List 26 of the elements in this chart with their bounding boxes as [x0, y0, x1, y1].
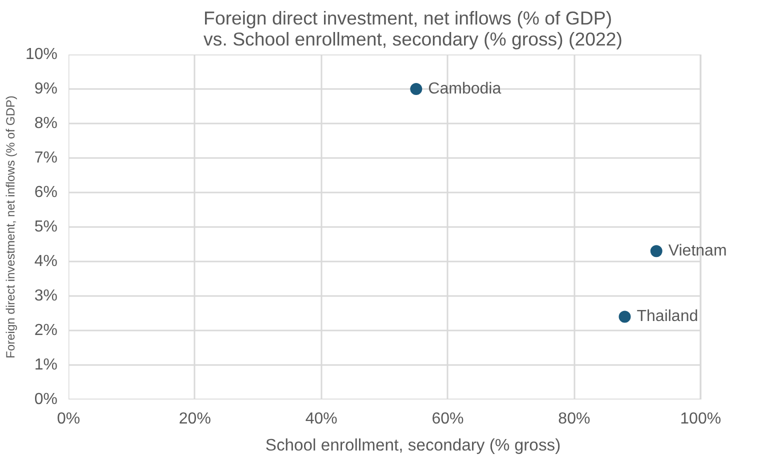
- y-axis-title: Foreign direct investment, net inflows (% of GDP): [3, 96, 18, 358]
- y-tick-label: 2%: [34, 322, 58, 339]
- x-tick-label: 20%: [178, 410, 211, 428]
- x-axis-title: School enrollment, secondary (% gross): [265, 436, 561, 454]
- annotation: Vietnam: [668, 242, 727, 260]
- chart-title: Foreign direct investment, net inflows (% of GDP) vs. School enrollment, secondary (% gross) (2022): [204, 8, 622, 50]
- annotation: Cambodia: [428, 80, 502, 98]
- x-tick-label: 100%: [680, 410, 722, 428]
- x-tick-label: 60%: [432, 410, 464, 428]
- y-tick-label: 1%: [34, 356, 58, 374]
- y-tick-label: 5%: [34, 218, 58, 236]
- annotation: Thailand: [636, 308, 698, 326]
- y-tick-label: 8%: [34, 115, 58, 132]
- point: [618, 310, 631, 323]
- point: [650, 245, 662, 258]
- y-tick-label: 9%: [34, 80, 58, 98]
- y-tick-label: 7%: [34, 150, 58, 166]
- y-tick-label: 3%: [34, 288, 58, 304]
- point: [410, 83, 422, 95]
- x-tick-label: 80%: [558, 410, 590, 428]
- y-tick-label: 0%: [34, 391, 58, 408]
- x-tick-label: 40%: [305, 410, 338, 428]
- x-tick-label: 0%: [56, 410, 80, 428]
- y-tick-label: 4%: [34, 253, 58, 270]
- y-tick-label: 10%: [25, 46, 58, 63]
- y-tick-label: 6%: [34, 184, 58, 201]
